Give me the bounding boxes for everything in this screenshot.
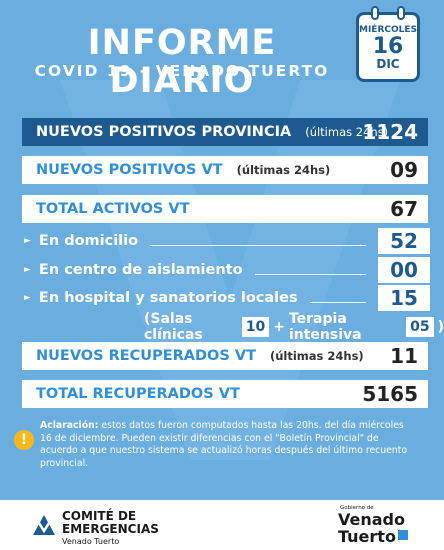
row-label: En centro de aislamiento	[38, 262, 243, 278]
row-label: En hospital y sanatorios locales	[38, 290, 298, 306]
row-value: 1124	[362, 120, 418, 144]
page-title: INFORME DIARIO	[87, 23, 277, 101]
row-value: 09	[390, 158, 418, 182]
row-en-domicilio: ► En domicilio 52	[24, 228, 430, 254]
hospital-breakdown: (Salas clínicas 10 + Terapia intensiva 0…	[144, 311, 444, 343]
row-value: 52	[378, 228, 430, 254]
calendar-ring-icon	[397, 6, 405, 20]
divider-line	[309, 301, 366, 303]
comite-title: COMITÉ DE EMERGENCIAS	[62, 510, 159, 536]
disclaimer-note: Aclaración: estos datos fueron computado…	[40, 420, 412, 470]
row-label: NUEVOS POSITIVOS PROVINCIA	[36, 124, 292, 140]
calendar-weekday: MIÉRCOLES	[359, 25, 418, 35]
footer: COMITÉ DE EMERGENCIAS Venado Tuerto Gobi…	[0, 500, 444, 550]
warning-icon: !	[14, 430, 34, 450]
terapia-intensiva-label: Terapia intensiva	[288, 311, 362, 343]
row-nuevos-positivos-vt: NUEVOS POSITIVOS VT (últimas 24hs) 09	[22, 156, 428, 184]
row-note: (últimas 24hs)	[269, 349, 364, 363]
calendar-month: DIC	[376, 57, 400, 71]
gobierno-label: Gobierno de	[340, 505, 374, 511]
comite-line1: COMITÉ DE	[62, 509, 137, 523]
disclaimer-text: estos datos fueron computados hasta las …	[40, 420, 408, 469]
row-centro-aislamiento: ► En centro de aislamiento 00	[24, 257, 430, 283]
divider-line	[254, 273, 366, 275]
bullet-icon: ►	[24, 293, 31, 303]
salas-clinicas-label: (Salas clínicas	[144, 311, 203, 343]
tuerto-word: Tuerto	[338, 527, 396, 546]
comite-emergencias-logo-icon	[33, 515, 55, 535]
row-label: NUEVOS RECUPERADOS VT	[36, 348, 256, 364]
row-label: TOTAL RECUPERADOS VT	[36, 386, 240, 402]
row-label: NUEVOS POSITIVOS VT	[36, 162, 223, 178]
terapia-intensiva-value: 05	[406, 317, 434, 337]
bullet-icon: ►	[24, 236, 31, 246]
calendar-ring-icon	[371, 6, 379, 20]
bullet-icon: ►	[24, 265, 31, 275]
page-subtitle: COVID 19 - VENADO TUERTO	[34, 62, 330, 80]
venado-tuerto-logo: Venado Tuerto	[338, 511, 405, 545]
row-value: 67	[390, 197, 418, 221]
row-note: (últimas 24hs)	[236, 163, 331, 177]
plus-sign: +	[273, 319, 285, 335]
row-value: 15	[378, 285, 430, 311]
row-hospital: ► En hospital y sanatorios locales 15	[24, 285, 430, 311]
row-value: 00	[378, 257, 430, 283]
calendar-icon: MIÉRCOLES 16 DIC	[356, 6, 420, 82]
row-nuevos-positivos-provincia: NUEVOS POSITIVOS PROVINCIA (últimas 24hs…	[22, 118, 428, 146]
row-nuevos-recuperados-vt: NUEVOS RECUPERADOS VT (últimas 24hs) 11	[22, 342, 428, 370]
vt-badge-icon	[398, 530, 408, 540]
row-label: En domicilio	[38, 233, 139, 249]
venado-word: Venado	[338, 510, 405, 529]
breakdown-close-paren: )	[437, 319, 444, 335]
disclaimer-heading: Aclaración:	[40, 420, 99, 431]
row-label: TOTAL ACTIVOS VT	[36, 201, 190, 217]
divider-line	[150, 244, 366, 246]
comite-subtitle: Venado Tuerto	[62, 537, 120, 546]
salas-clinicas-value: 10	[241, 317, 270, 337]
row-value: 5165	[362, 382, 418, 406]
comite-line2: EMERGENCIAS	[62, 522, 159, 536]
row-total-recuperados-vt: TOTAL RECUPERADOS VT 5165	[22, 380, 428, 408]
row-total-activos-vt: TOTAL ACTIVOS VT 67	[22, 195, 428, 223]
row-note: (últimas 24hs)	[305, 125, 389, 139]
row-value: 11	[390, 344, 418, 368]
calendar-day: 16	[372, 34, 404, 59]
